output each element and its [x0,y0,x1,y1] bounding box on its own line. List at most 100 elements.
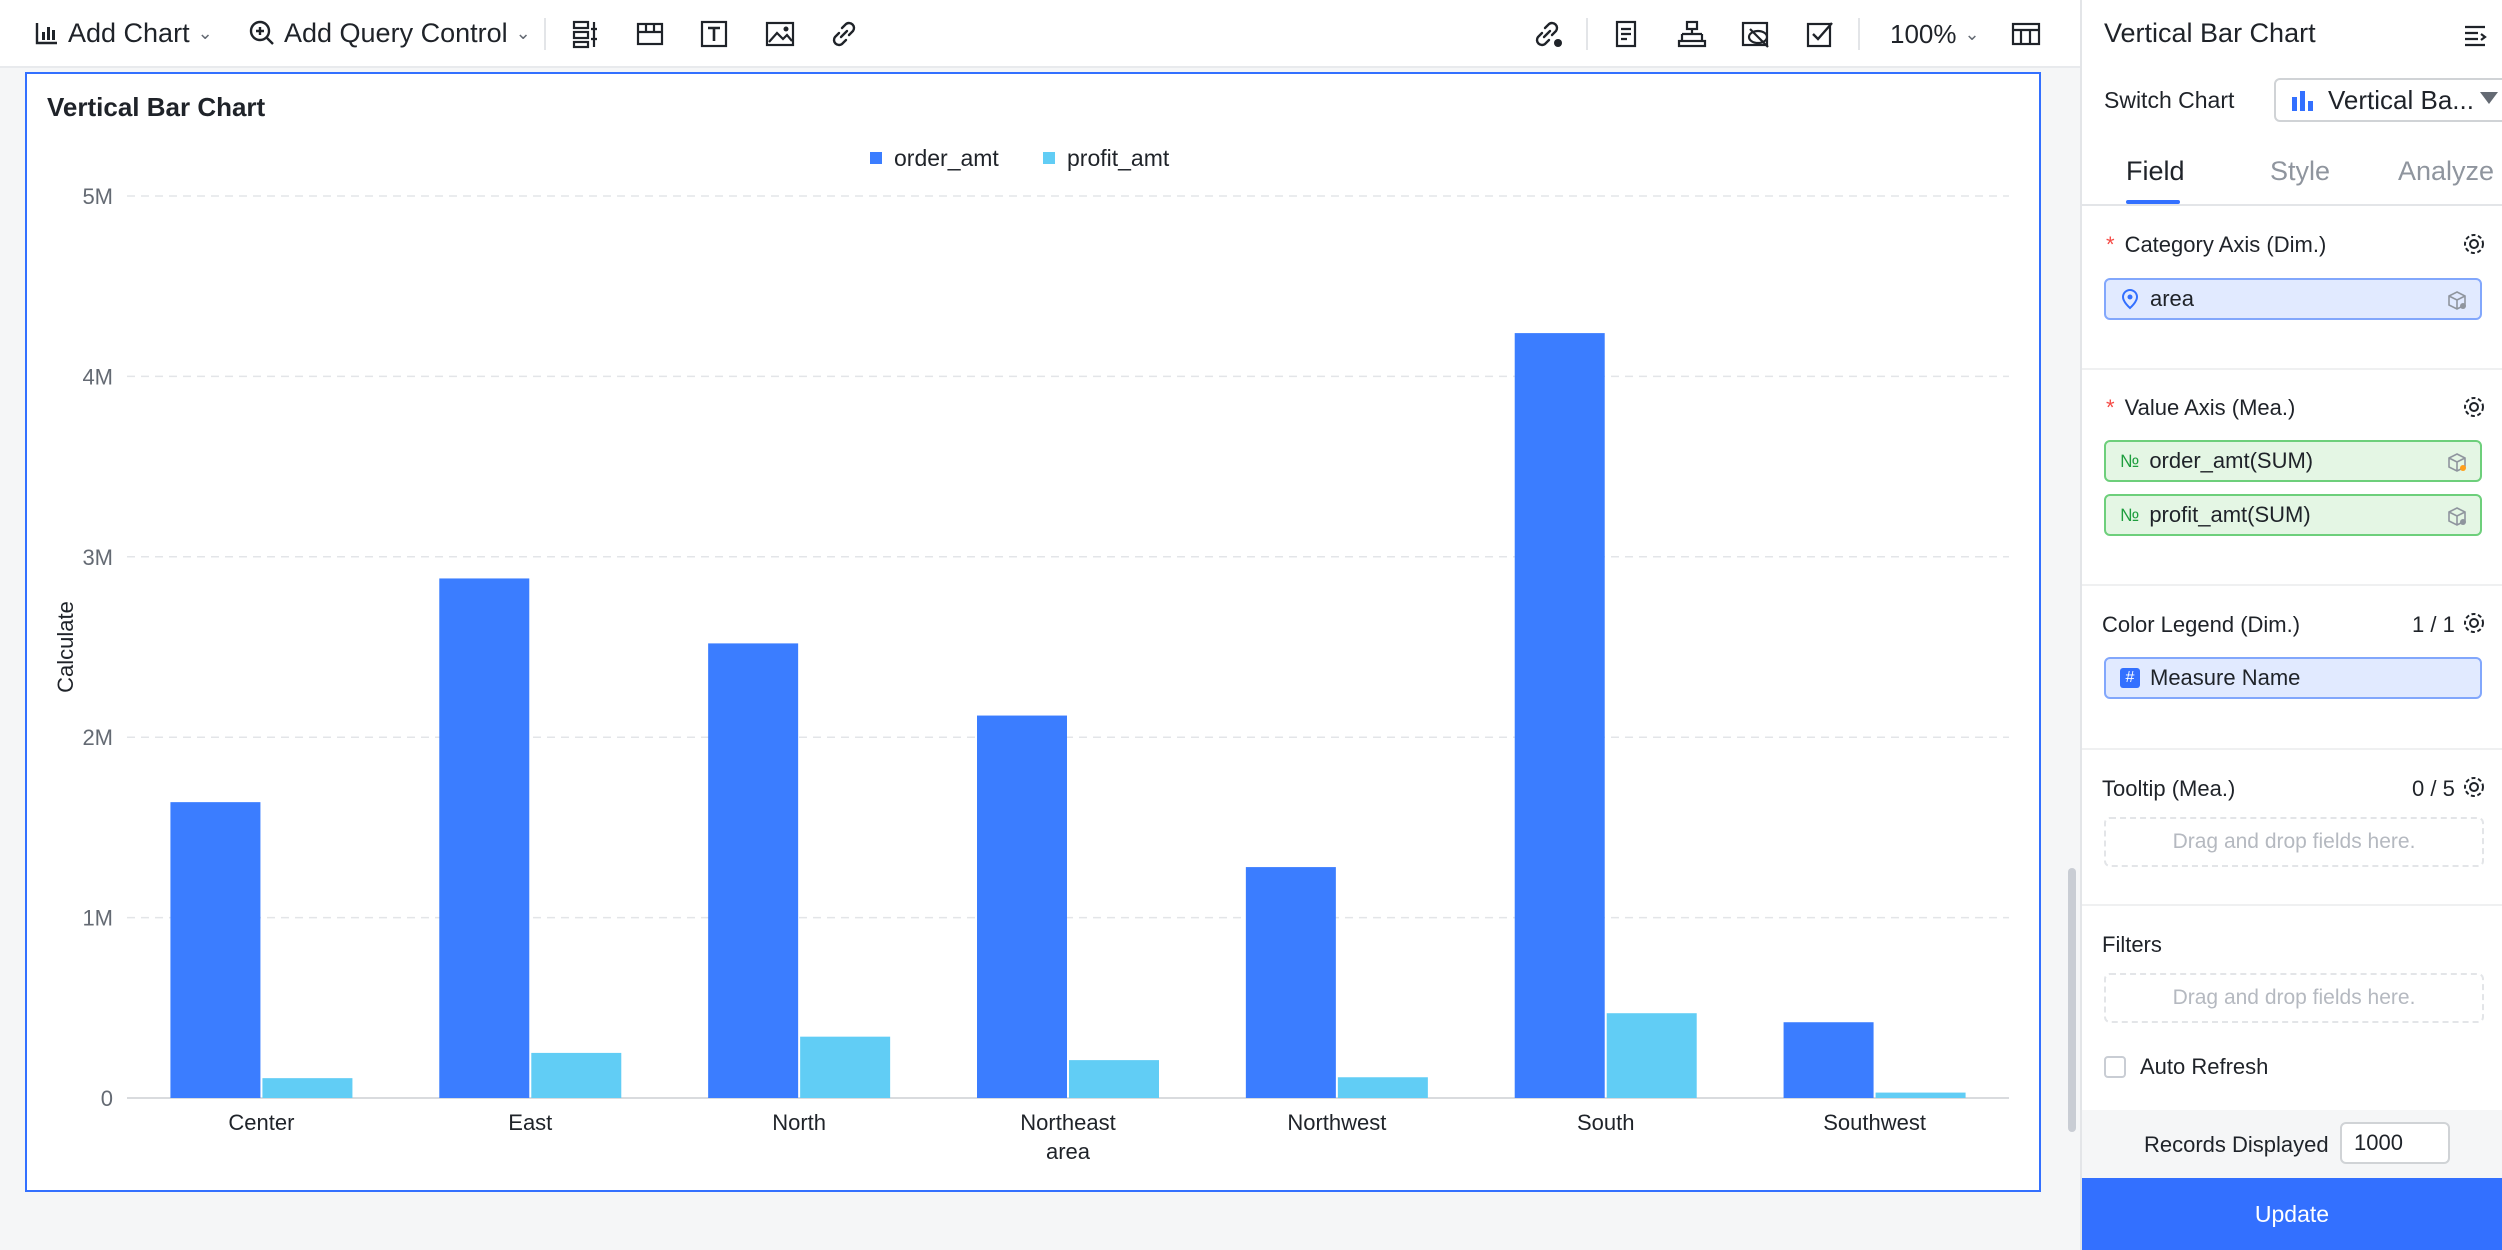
y-axis-label: Calculate [53,601,78,693]
tooltip-title: Tooltip (Mea.) [2102,776,2236,801]
tooltip-drop-zone[interactable]: Drag and drop fields here. [2104,817,2484,867]
y-tick-label: 2M [82,725,113,750]
value-field-pill[interactable]: № order_amt(SUM) [2104,440,2482,482]
gear-icon[interactable] [2462,775,2486,804]
tab-field[interactable]: Field [2126,156,2185,186]
value-field-pill[interactable]: № profit_amt(SUM) [2104,494,2482,536]
add-query-control-label: Add Query Control [284,17,508,48]
filter-panel-icon[interactable] [568,16,604,52]
tab-analyze[interactable]: Analyze [2398,156,2495,186]
chevron-down-icon: ⌄ [197,22,213,43]
category-axis-label: Category Axis (Dim.) [2124,232,2327,257]
color-legend-title: Color Legend (Dim.) [2102,612,2301,637]
switch-chart-label: Switch Chart [2104,86,2235,113]
chart-card[interactable]: 0 1M 2M 3M 4M 5M Calculate Center East North North… [25,72,2041,1192]
x-tick-label: South [1577,1110,1635,1135]
switch-chart-row: Switch Chart Vertical Ba... [2104,78,2502,122]
legend-item: order_amt [894,145,999,171]
required-marker: * [2106,232,2115,257]
cube-icon [2448,453,2466,472]
toolbar-divider [544,18,546,50]
color-legend-pill[interactable]: # Measure Name [2104,657,2482,699]
y-tick-label: 4M [82,364,113,389]
records-displayed-label: Records Displayed [2144,1132,2329,1157]
auto-refresh-toggle[interactable]: Auto Refresh [2104,1054,2268,1080]
category-field-pill[interactable]: area [2104,278,2482,320]
records-bar: Records Displayed [2082,1110,2502,1178]
x-tick-label: Northwest [1287,1110,1386,1135]
bar-order_amt-south [1514,333,1605,1098]
caret-down-icon [2480,92,2498,104]
update-button[interactable]: Update [2082,1178,2502,1250]
category-field-name: area [2150,286,2195,311]
properties-panel: Vertical Bar Chart Switch Chart Vertical… [2080,0,2502,1250]
bar-profit_amt-south [1606,1013,1697,1098]
x-tick-label: Center [228,1110,294,1135]
x-tick-label: Northeast [1020,1110,1115,1135]
bar-profit_amt-center [262,1078,353,1098]
hierarchy-icon[interactable] [1674,16,1710,52]
x-tick-label: East [508,1110,552,1135]
y-tick-label: 0 [101,1086,113,1111]
bar-order_amt-center [170,802,261,1098]
cube-icon [2448,291,2466,310]
legend-swatch [1043,152,1055,164]
image-icon[interactable] [762,16,798,52]
text-icon[interactable] [696,16,732,52]
auto-refresh-checkbox[interactable] [2104,1056,2126,1078]
gear-icon[interactable] [2462,232,2486,261]
bar-profit_amt-northeast [1069,1060,1159,1098]
filters-drop-zone[interactable]: Drag and drop fields here. [2104,973,2484,1023]
zoom-plus-icon [249,20,274,45]
section-divider [2082,584,2502,586]
legend-swatch [870,152,882,164]
active-tab-indicator [2126,200,2180,204]
y-tick-label: 3M [82,545,113,570]
legend-item: profit_amt [1067,145,1170,171]
value-axis-title: * Value Axis (Mea.) [2106,395,2295,421]
y-tick-label: 5M [82,184,113,209]
bar-order_amt-southwest [1783,1022,1874,1098]
switch-chart-value: Vertical Ba... [2328,84,2474,115]
value-axis-label: Value Axis (Mea.) [2124,395,2296,420]
chart-icon [35,23,57,45]
gear-icon[interactable] [2462,395,2486,424]
dashboard-canvas: 0 1M 2M 3M 4M 5M Calculate Center East North North… [0,68,2080,1250]
bar-order_amt-north [708,643,799,1098]
canvas-scrollbar[interactable] [2068,868,2076,1132]
color-legend-count: 1 / 1 [2412,612,2455,637]
zoom-select[interactable]: 100% ⌄ [1890,0,1980,68]
toolbar-divider [1586,18,1588,50]
switch-chart-select[interactable]: Vertical Ba... [2274,78,2502,122]
add-chart-button[interactable]: Add Chart ⌄ [34,0,213,66]
section-divider [2082,748,2502,750]
panel-title: Vertical Bar Chart [2104,18,2316,48]
add-query-control-button[interactable]: Add Query Control ⌄ [248,0,531,66]
table-layout-icon[interactable] [2008,16,2044,52]
chevron-down-icon: ⌄ [1964,23,1980,44]
linkage-icon[interactable] [1530,16,1566,52]
hide-view-icon[interactable] [1738,16,1774,52]
chevron-down-icon: ⌄ [515,22,531,43]
color-legend-field: Measure Name [2150,665,2301,690]
bar-profit_amt-southwest [1875,1092,1966,1098]
bar-order_amt-northeast [977,715,1067,1098]
bar-order_amt-east [439,578,530,1098]
auto-refresh-label: Auto Refresh [2140,1054,2269,1079]
menu-icon[interactable] [2462,22,2488,53]
tooltip-count: 0 / 5 [2412,776,2455,801]
report-icon[interactable] [1608,16,1644,52]
records-displayed-input[interactable] [2340,1122,2450,1164]
x-axis-label: area [1046,1139,1091,1164]
filters-title: Filters [2102,932,2162,957]
tab-style[interactable]: Style [2270,156,2331,186]
cube-icon [2448,507,2466,526]
layout-block-icon[interactable] [632,16,668,52]
gear-icon[interactable] [2462,611,2486,640]
checklist-icon[interactable] [1802,16,1838,52]
link-icon[interactable] [826,16,862,52]
panel-tabs: Field Style Analyze [2082,134,2502,206]
x-tick-label: Southwest [1823,1110,1926,1135]
value-field-name: order_amt(SUM) [2149,448,2314,473]
bar-chart: 0 1M 2M 3M 4M 5M Calculate Center East North North… [53,145,2009,1164]
